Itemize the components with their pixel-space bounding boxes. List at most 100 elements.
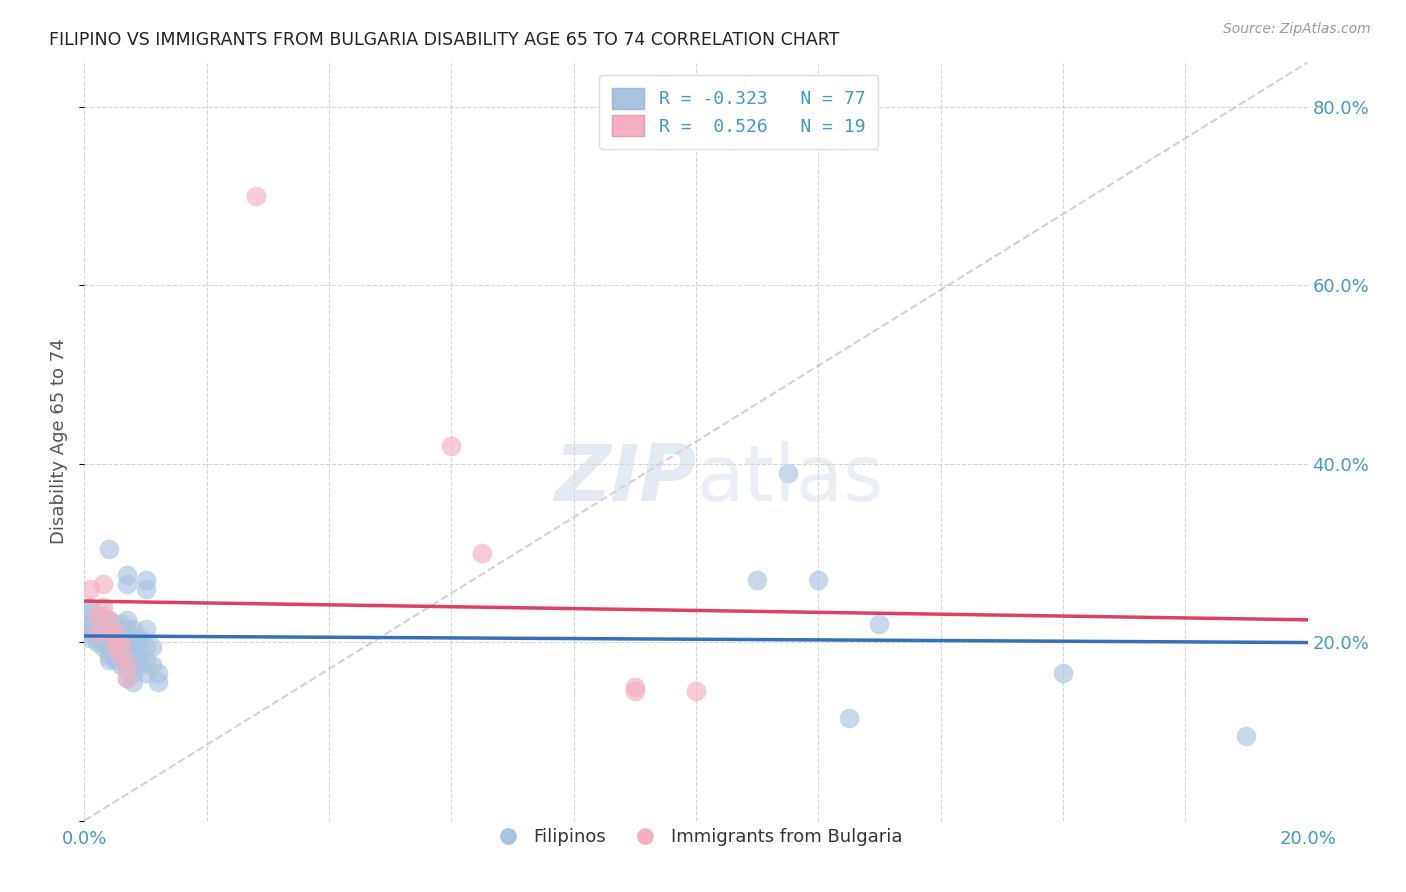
- Point: [79, 622, 101, 636]
- Point: [115, 622, 138, 636]
- Point: [104, 626, 127, 640]
- Point: [624, 684, 647, 698]
- Point: [97, 653, 120, 667]
- Point: [104, 653, 127, 667]
- Point: [79, 604, 101, 618]
- Point: [115, 671, 138, 685]
- Point: [97, 622, 120, 636]
- Point: [86, 635, 108, 649]
- Point: [110, 617, 132, 632]
- Point: [115, 613, 138, 627]
- Point: [86, 626, 108, 640]
- Point: [110, 635, 132, 649]
- Point: [135, 640, 157, 654]
- Text: atlas: atlas: [696, 442, 883, 517]
- Point: [128, 631, 150, 645]
- Point: [776, 466, 799, 480]
- Point: [79, 626, 101, 640]
- Point: [91, 640, 114, 654]
- Point: [128, 648, 150, 663]
- Point: [110, 648, 132, 663]
- Point: [110, 635, 132, 649]
- Point: [869, 617, 891, 632]
- Point: [115, 662, 138, 676]
- Point: [91, 608, 114, 623]
- Point: [115, 671, 138, 685]
- Point: [97, 613, 120, 627]
- Point: [122, 675, 145, 690]
- Point: [110, 622, 132, 636]
- Point: [135, 582, 157, 596]
- Point: [1052, 666, 1074, 681]
- Point: [624, 680, 647, 694]
- Legend: Filipinos, Immigrants from Bulgaria: Filipinos, Immigrants from Bulgaria: [482, 821, 910, 854]
- Point: [115, 568, 138, 582]
- Point: [115, 577, 138, 591]
- Point: [110, 657, 132, 672]
- Point: [91, 577, 114, 591]
- Point: [128, 640, 150, 654]
- Point: [79, 613, 101, 627]
- Point: [86, 613, 108, 627]
- Point: [146, 675, 169, 690]
- Point: [135, 573, 157, 587]
- Point: [110, 648, 132, 663]
- Text: ZIP: ZIP: [554, 442, 696, 517]
- Point: [141, 640, 163, 654]
- Point: [86, 608, 108, 623]
- Text: Source: ZipAtlas.com: Source: ZipAtlas.com: [1223, 22, 1371, 37]
- Point: [747, 573, 769, 587]
- Point: [86, 631, 108, 645]
- Point: [86, 617, 108, 632]
- Point: [135, 653, 157, 667]
- Point: [122, 657, 145, 672]
- Point: [110, 640, 132, 654]
- Point: [104, 635, 127, 649]
- Point: [97, 541, 120, 556]
- Point: [104, 640, 127, 654]
- Point: [122, 666, 145, 681]
- Point: [79, 599, 101, 614]
- Point: [91, 631, 114, 645]
- Point: [86, 622, 108, 636]
- Point: [110, 626, 132, 640]
- Point: [128, 657, 150, 672]
- Point: [115, 648, 138, 663]
- Point: [115, 635, 138, 649]
- Point: [838, 711, 860, 725]
- Point: [91, 635, 114, 649]
- Text: FILIPINO VS IMMIGRANTS FROM BULGARIA DISABILITY AGE 65 TO 74 CORRELATION CHART: FILIPINO VS IMMIGRANTS FROM BULGARIA DIS…: [49, 31, 839, 49]
- Point: [807, 573, 830, 587]
- Y-axis label: Disability Age 65 to 74: Disability Age 65 to 74: [51, 339, 69, 544]
- Point: [97, 635, 120, 649]
- Point: [91, 599, 114, 614]
- Point: [135, 622, 157, 636]
- Point: [79, 617, 101, 632]
- Point: [97, 640, 120, 654]
- Point: [135, 666, 157, 681]
- Point: [104, 648, 127, 663]
- Point: [122, 622, 145, 636]
- Point: [122, 644, 145, 658]
- Point: [685, 684, 707, 698]
- Point: [86, 608, 108, 623]
- Point: [245, 189, 267, 203]
- Point: [97, 648, 120, 663]
- Point: [91, 622, 114, 636]
- Point: [440, 439, 463, 453]
- Point: [471, 546, 494, 560]
- Point: [91, 626, 114, 640]
- Point: [91, 613, 114, 627]
- Point: [104, 617, 127, 632]
- Point: [79, 582, 101, 596]
- Point: [122, 635, 145, 649]
- Point: [97, 626, 120, 640]
- Point: [79, 622, 101, 636]
- Point: [86, 626, 108, 640]
- Point: [79, 631, 101, 645]
- Point: [1236, 729, 1258, 743]
- Point: [104, 644, 127, 658]
- Point: [141, 657, 163, 672]
- Point: [146, 666, 169, 681]
- Point: [104, 626, 127, 640]
